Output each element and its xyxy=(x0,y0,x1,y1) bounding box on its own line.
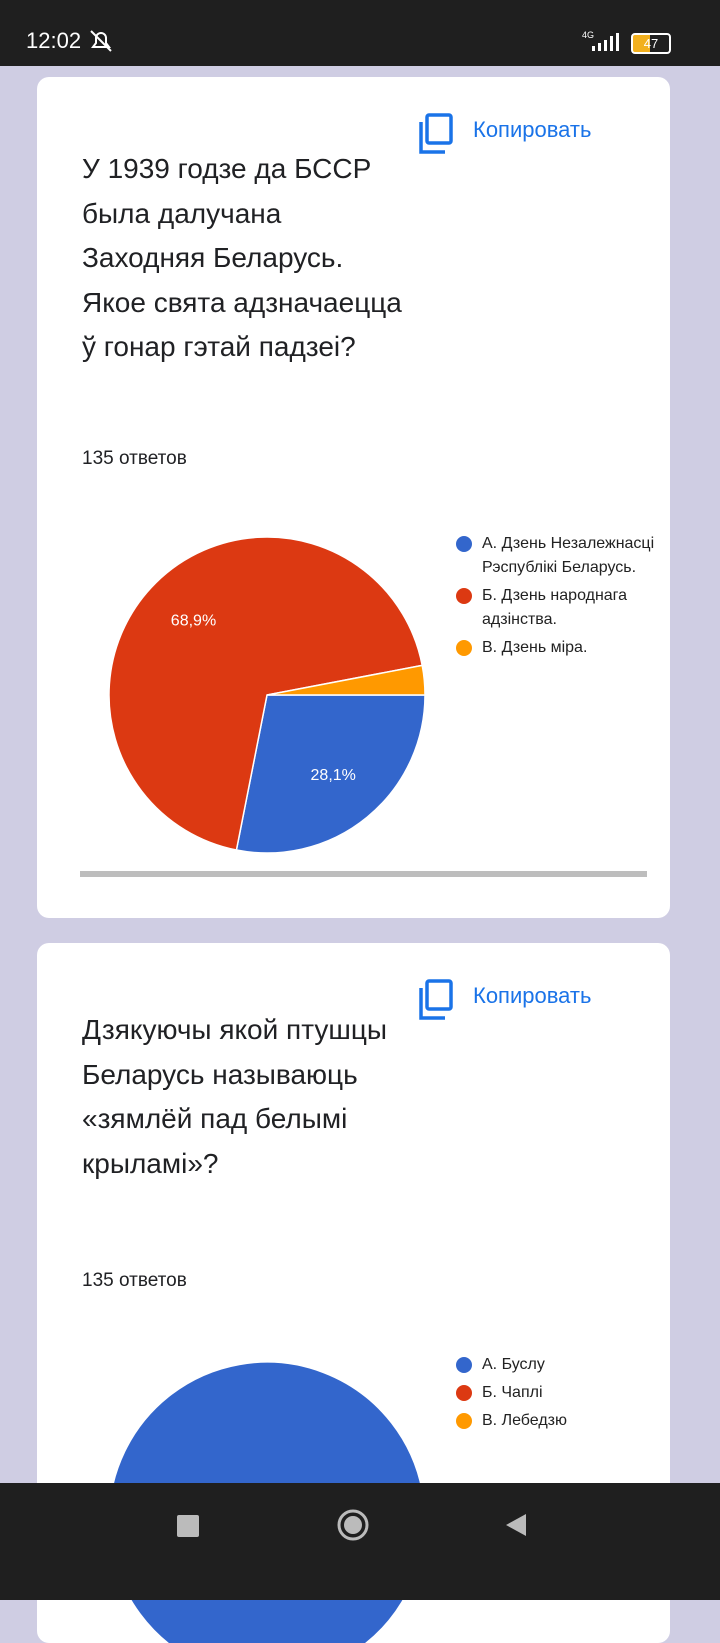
pie-slice xyxy=(108,536,424,851)
home-button[interactable] xyxy=(337,1509,369,1541)
legend-label: В. Дзень міра. xyxy=(482,639,588,656)
mute-icon xyxy=(90,30,112,52)
result-card: Копировать У 1939 годзе да БССР была далу… xyxy=(37,77,670,918)
nav-bar xyxy=(0,1483,720,1600)
time: 12:02 xyxy=(26,28,82,53)
legend-item: В. Дзень міра. xyxy=(456,636,662,660)
copy-button[interactable]: Копировать xyxy=(473,983,592,1008)
signal-icon xyxy=(592,33,619,51)
legend-dot xyxy=(456,1413,472,1429)
copy-icon[interactable] xyxy=(417,978,457,1022)
legend-dot xyxy=(456,1385,472,1401)
legend-item: Б. Чаплі xyxy=(456,1381,662,1405)
copy-button[interactable]: Копировать xyxy=(473,117,592,142)
question: Дзякуючы якой птушцы Беларусь называюць … xyxy=(82,1014,387,1179)
nav-icons xyxy=(177,1509,526,1541)
legend: А. Дзень Незалежнасці Рэспублікі Беларус… xyxy=(456,532,662,664)
recents-button[interactable] xyxy=(177,1515,199,1537)
legend-item: А. Буслу xyxy=(456,1353,662,1377)
legend-label: А. Дзень Незалежнасці Рэспублікі Беларус… xyxy=(482,535,655,576)
legend-dot xyxy=(456,1357,472,1373)
status-bar: 12:02 4G 47 xyxy=(0,0,720,66)
divider xyxy=(80,871,647,877)
pie-slice xyxy=(266,664,426,696)
battery: 47 xyxy=(631,33,671,54)
legend-label: А. Буслу xyxy=(482,1356,545,1373)
legend-item: А. Дзень Незалежнасці Рэспублікі Беларус… xyxy=(456,532,662,580)
response-count: 135 ответов xyxy=(82,1270,187,1291)
back-button[interactable] xyxy=(506,1514,526,1536)
copy-icon[interactable] xyxy=(417,112,457,156)
legend-label: Б. Дзень народнага адзінства. xyxy=(482,587,628,628)
slice-label: 28,1% xyxy=(311,767,356,784)
question: У 1939 годзе да БССР была далучана Заход… xyxy=(82,153,402,362)
network: 4G xyxy=(582,30,595,40)
legend-dot xyxy=(456,640,472,656)
response-count: 135 ответов xyxy=(82,448,187,469)
legend-label: Б. Чаплі xyxy=(482,1384,543,1401)
legend-item: Б. Дзень народнага адзінства. xyxy=(456,584,662,632)
legend-dot xyxy=(456,536,472,552)
slice-label: 68,9% xyxy=(171,612,216,629)
legend-dot xyxy=(456,588,472,604)
legend-label: В. Лебедзю xyxy=(482,1412,567,1429)
legend-item: В. Лебедзю xyxy=(456,1409,662,1433)
legend: А. Буслу Б. Чаплі В. Лебедзю xyxy=(456,1353,662,1437)
pie-slice xyxy=(235,694,426,854)
